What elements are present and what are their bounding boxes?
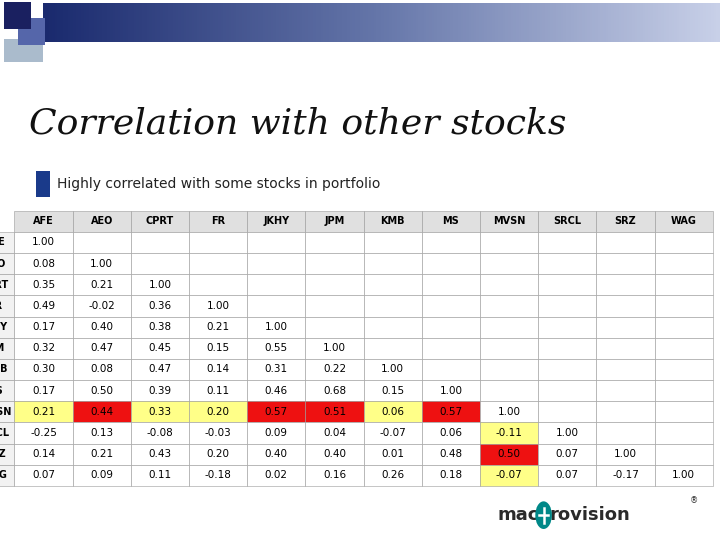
Text: rovision: rovision xyxy=(549,506,630,524)
Bar xyxy=(36,171,50,197)
Circle shape xyxy=(535,501,552,529)
Text: ®: ® xyxy=(690,496,698,505)
Bar xyxy=(18,18,45,45)
Bar xyxy=(4,2,31,29)
Text: Correlation with other stocks: Correlation with other stocks xyxy=(29,106,566,140)
Text: mac: mac xyxy=(497,506,539,524)
Bar xyxy=(4,39,43,62)
Text: Highly correlated with some stocks in portfolio: Highly correlated with some stocks in po… xyxy=(57,177,380,191)
